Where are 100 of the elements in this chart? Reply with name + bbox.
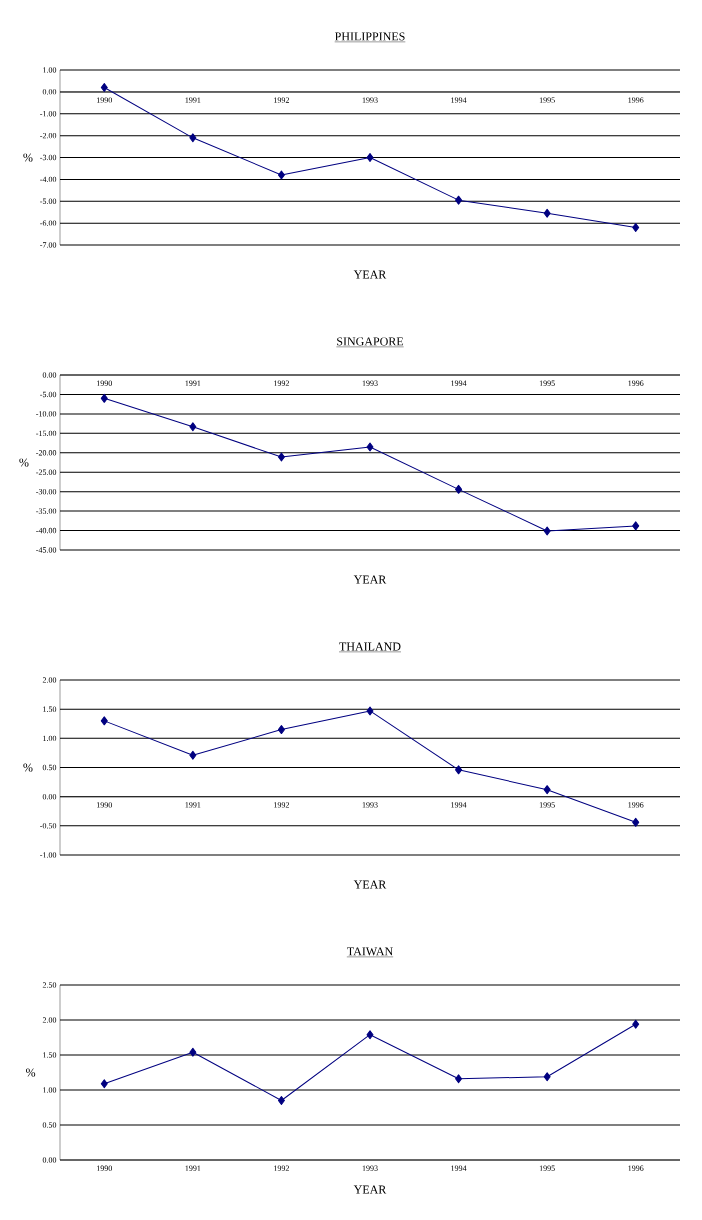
y-tick-label: -5.00 bbox=[40, 198, 57, 204]
point bbox=[100, 1079, 108, 1089]
point bbox=[455, 765, 463, 775]
y-tick-label: -30.00 bbox=[36, 488, 57, 495]
point bbox=[632, 223, 640, 232]
chart-title: THAILAND bbox=[339, 642, 401, 651]
y-tick-label: -35.00 bbox=[36, 508, 57, 514]
y-tick-label: 1.50 bbox=[43, 706, 57, 712]
y-tick-label: 1.00 bbox=[43, 67, 57, 73]
point bbox=[543, 526, 551, 536]
x-tick-label: 1990 bbox=[96, 380, 112, 386]
x-tick-label: 1995 bbox=[539, 802, 555, 808]
x-tick-label: 1993 bbox=[362, 97, 378, 103]
point bbox=[366, 153, 374, 162]
y-tick-label: -15.00 bbox=[36, 430, 57, 437]
x-tick-label: 1996 bbox=[628, 97, 644, 103]
y-axis-title: % bbox=[23, 763, 33, 772]
chart-title: PHILIPPINES bbox=[335, 32, 405, 41]
y-tick-label: -6.00 bbox=[40, 220, 57, 226]
y-axis-title: % bbox=[23, 153, 33, 162]
y-tick-label: 0.50 bbox=[42, 764, 57, 771]
point bbox=[455, 484, 463, 494]
y-tick-label: 0.00 bbox=[42, 372, 57, 378]
x-tick-label: 1994 bbox=[451, 1165, 467, 1171]
x-axis-title: YEAR bbox=[353, 575, 387, 584]
x-tick-label: 1992 bbox=[274, 1165, 289, 1171]
x-tick-label: 1990 bbox=[96, 1165, 112, 1171]
x-tick-label: 1995 bbox=[539, 380, 555, 386]
chart-title: SINGAPORE bbox=[337, 337, 404, 346]
y-axis-title: % bbox=[26, 1068, 36, 1077]
x-tick-label: 1992 bbox=[274, 380, 289, 386]
point bbox=[543, 1072, 551, 1082]
y-tick-label: -40.00 bbox=[36, 527, 57, 534]
x-tick-label: 1992 bbox=[274, 802, 289, 808]
x-axis-title: YEAR bbox=[353, 1185, 387, 1194]
point bbox=[632, 521, 640, 531]
y-tick-label: 1.50 bbox=[43, 1052, 57, 1058]
x-tick-label: 1993 bbox=[362, 802, 378, 808]
x-tick-label: 1994 bbox=[451, 380, 467, 386]
point bbox=[189, 422, 197, 432]
x-tick-label: 1994 bbox=[451, 97, 467, 103]
point bbox=[632, 817, 640, 827]
y-tick-label: 0.00 bbox=[42, 89, 57, 95]
y-tick-label: -1.00 bbox=[40, 111, 57, 117]
chart-title: TAIWAN bbox=[347, 947, 393, 956]
x-tick-label: 1993 bbox=[362, 1165, 378, 1171]
x-axis-title: YEAR bbox=[353, 880, 387, 889]
x-tick-label: 1991 bbox=[185, 802, 201, 808]
point bbox=[632, 1019, 640, 1029]
y-tick-label: 0.50 bbox=[42, 1122, 57, 1128]
y-tick-label: 1.00 bbox=[43, 1087, 57, 1093]
y-tick-label: -4.00 bbox=[40, 176, 57, 183]
y-tick-label: -7.00 bbox=[40, 242, 57, 248]
x-tick-label: 1991 bbox=[185, 380, 201, 386]
x-tick-label: 1991 bbox=[185, 1165, 201, 1171]
x-tick-label: 1994 bbox=[451, 802, 467, 808]
y-tick-label: 0.00 bbox=[42, 793, 57, 800]
x-tick-label: 1991 bbox=[185, 97, 201, 103]
x-tick-label: 1993 bbox=[362, 380, 378, 386]
y-tick-label: 2.00 bbox=[42, 1017, 57, 1023]
y-tick-label: -0.50 bbox=[40, 823, 57, 829]
y-tick-label: 2.50 bbox=[42, 982, 57, 988]
y-tick-label: -1.00 bbox=[40, 852, 57, 858]
y-tick-label: -2.00 bbox=[40, 132, 57, 139]
x-tick-label: 1996 bbox=[628, 380, 644, 386]
point bbox=[189, 1047, 197, 1057]
point bbox=[100, 716, 108, 726]
y-tick-label: 0.00 bbox=[42, 1157, 57, 1163]
x-tick-label: 1996 bbox=[628, 1165, 644, 1171]
point bbox=[100, 83, 108, 93]
point bbox=[543, 208, 551, 218]
point bbox=[543, 785, 551, 795]
x-tick-label: 1990 bbox=[96, 802, 112, 808]
x-tick-label: 1992 bbox=[274, 97, 289, 103]
x-axis-title: YEAR bbox=[353, 270, 387, 279]
y-tick-label: -3.00 bbox=[40, 154, 57, 161]
point bbox=[455, 1074, 463, 1084]
y-axis-title: % bbox=[19, 458, 29, 467]
y-tick-label: -5.00 bbox=[40, 391, 57, 398]
point bbox=[455, 195, 463, 205]
x-tick-label: 1995 bbox=[539, 97, 555, 103]
y-tick-label: -20.00 bbox=[36, 450, 57, 456]
point bbox=[277, 725, 285, 735]
point bbox=[366, 1030, 374, 1040]
point bbox=[100, 393, 108, 403]
point bbox=[366, 442, 374, 452]
y-tick-label: -25.00 bbox=[36, 469, 57, 475]
point bbox=[277, 170, 285, 180]
point bbox=[366, 706, 374, 716]
y-tick-label: 2.00 bbox=[42, 677, 57, 683]
point bbox=[189, 133, 197, 143]
point bbox=[277, 452, 285, 462]
point bbox=[277, 1096, 285, 1106]
y-tick-label: -10.00 bbox=[36, 411, 57, 417]
y-tick-label: 1.00 bbox=[43, 735, 57, 742]
x-tick-label: 1995 bbox=[539, 1165, 555, 1171]
y-tick-label: -45.00 bbox=[36, 547, 57, 553]
x-tick-label: 1996 bbox=[628, 802, 644, 808]
point bbox=[189, 750, 197, 760]
x-tick-label: 1990 bbox=[96, 97, 112, 103]
